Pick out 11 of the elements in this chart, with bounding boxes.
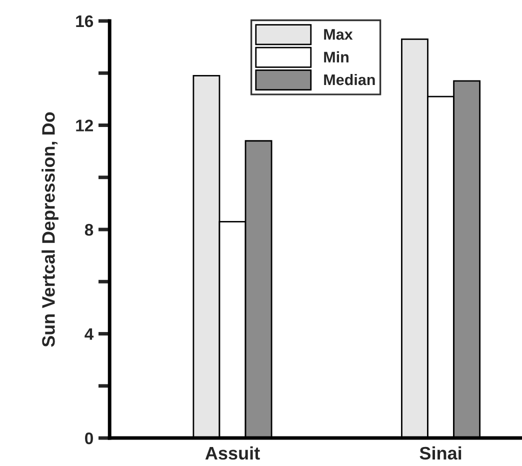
legend-label: Median xyxy=(324,74,375,86)
y-tick-label: 0 xyxy=(85,432,93,444)
y-tick-label: 8 xyxy=(84,224,94,236)
x-tick-label: Sinai xyxy=(420,446,462,460)
legend-label: Min xyxy=(324,51,348,62)
y-tick-label: 12 xyxy=(76,120,93,132)
y-axis-title: Sun Vertcal Depression, Do xyxy=(42,112,58,347)
legend-label: Max xyxy=(324,29,353,40)
y-tick-label: 4 xyxy=(84,328,94,340)
x-tick-label: Assuit xyxy=(205,446,260,460)
y-tick-label: 16 xyxy=(76,15,94,28)
